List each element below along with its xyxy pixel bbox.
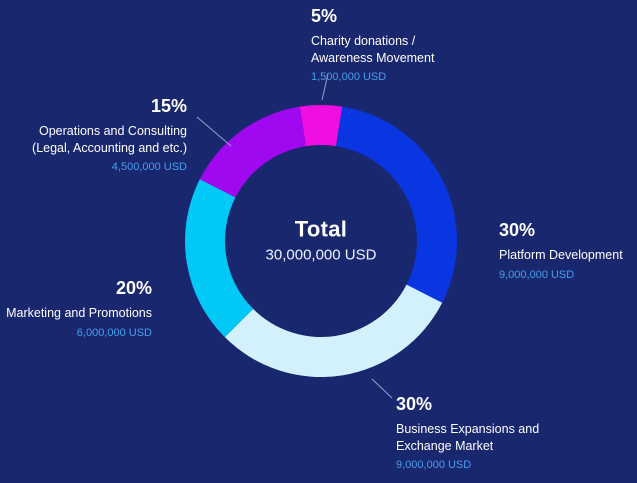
label-charity: 5% Charity donations / Awareness Movemen… [311,6,434,83]
platform-label-line1: Platform Development [499,248,623,262]
platform-amount: 9,000,000 USD [499,268,575,281]
business-percent: 30% [396,394,433,414]
charity-label-line2: Awareness Movement [311,50,435,65]
marketing-percent: 20% [115,278,152,298]
operations-label-line2: (Legal, Accounting and etc.) [32,140,187,155]
platform-percent: 30% [499,220,536,240]
business-amount: 9,000,000 USD [396,459,472,471]
marketing-label-line1: Marketing and Promotions [6,306,152,320]
connector-line-operations [196,116,232,147]
donut-segments [184,104,458,378]
operations-label-line1: Operations and Consulting [38,124,187,138]
connector-line-charity [321,73,329,101]
label-platform: 30% Platform Development 9,000,000 USD [499,220,623,281]
charity-amount: 1,500,000 USD [311,71,387,83]
donut-segment-operations [199,106,306,198]
marketing-amount: 6,000,000 USD [76,326,152,339]
operations-amount: 4,500,000 USD [111,161,187,173]
donut-segment-platform [336,106,458,303]
connector-line-business [371,378,393,399]
donut-segment-charity [299,104,343,147]
donut-segment-marketing [184,179,254,338]
charity-label-line1: Charity donations / [311,34,416,48]
label-operations: 15% Operations and Consulting (Legal, Ac… [32,96,187,173]
donut-segment-business [224,284,443,378]
charity-percent: 5% [311,6,338,26]
operations-percent: 15% [150,96,187,116]
label-marketing: 20% Marketing and Promotions 6,000,000 U… [6,278,152,339]
business-label-line2: Exchange Market [396,438,494,453]
business-label-line1: Business Expansions and [396,422,540,436]
connector-lines [196,73,393,399]
label-business: 30% Business Expansions and Exchange Mar… [396,394,539,471]
